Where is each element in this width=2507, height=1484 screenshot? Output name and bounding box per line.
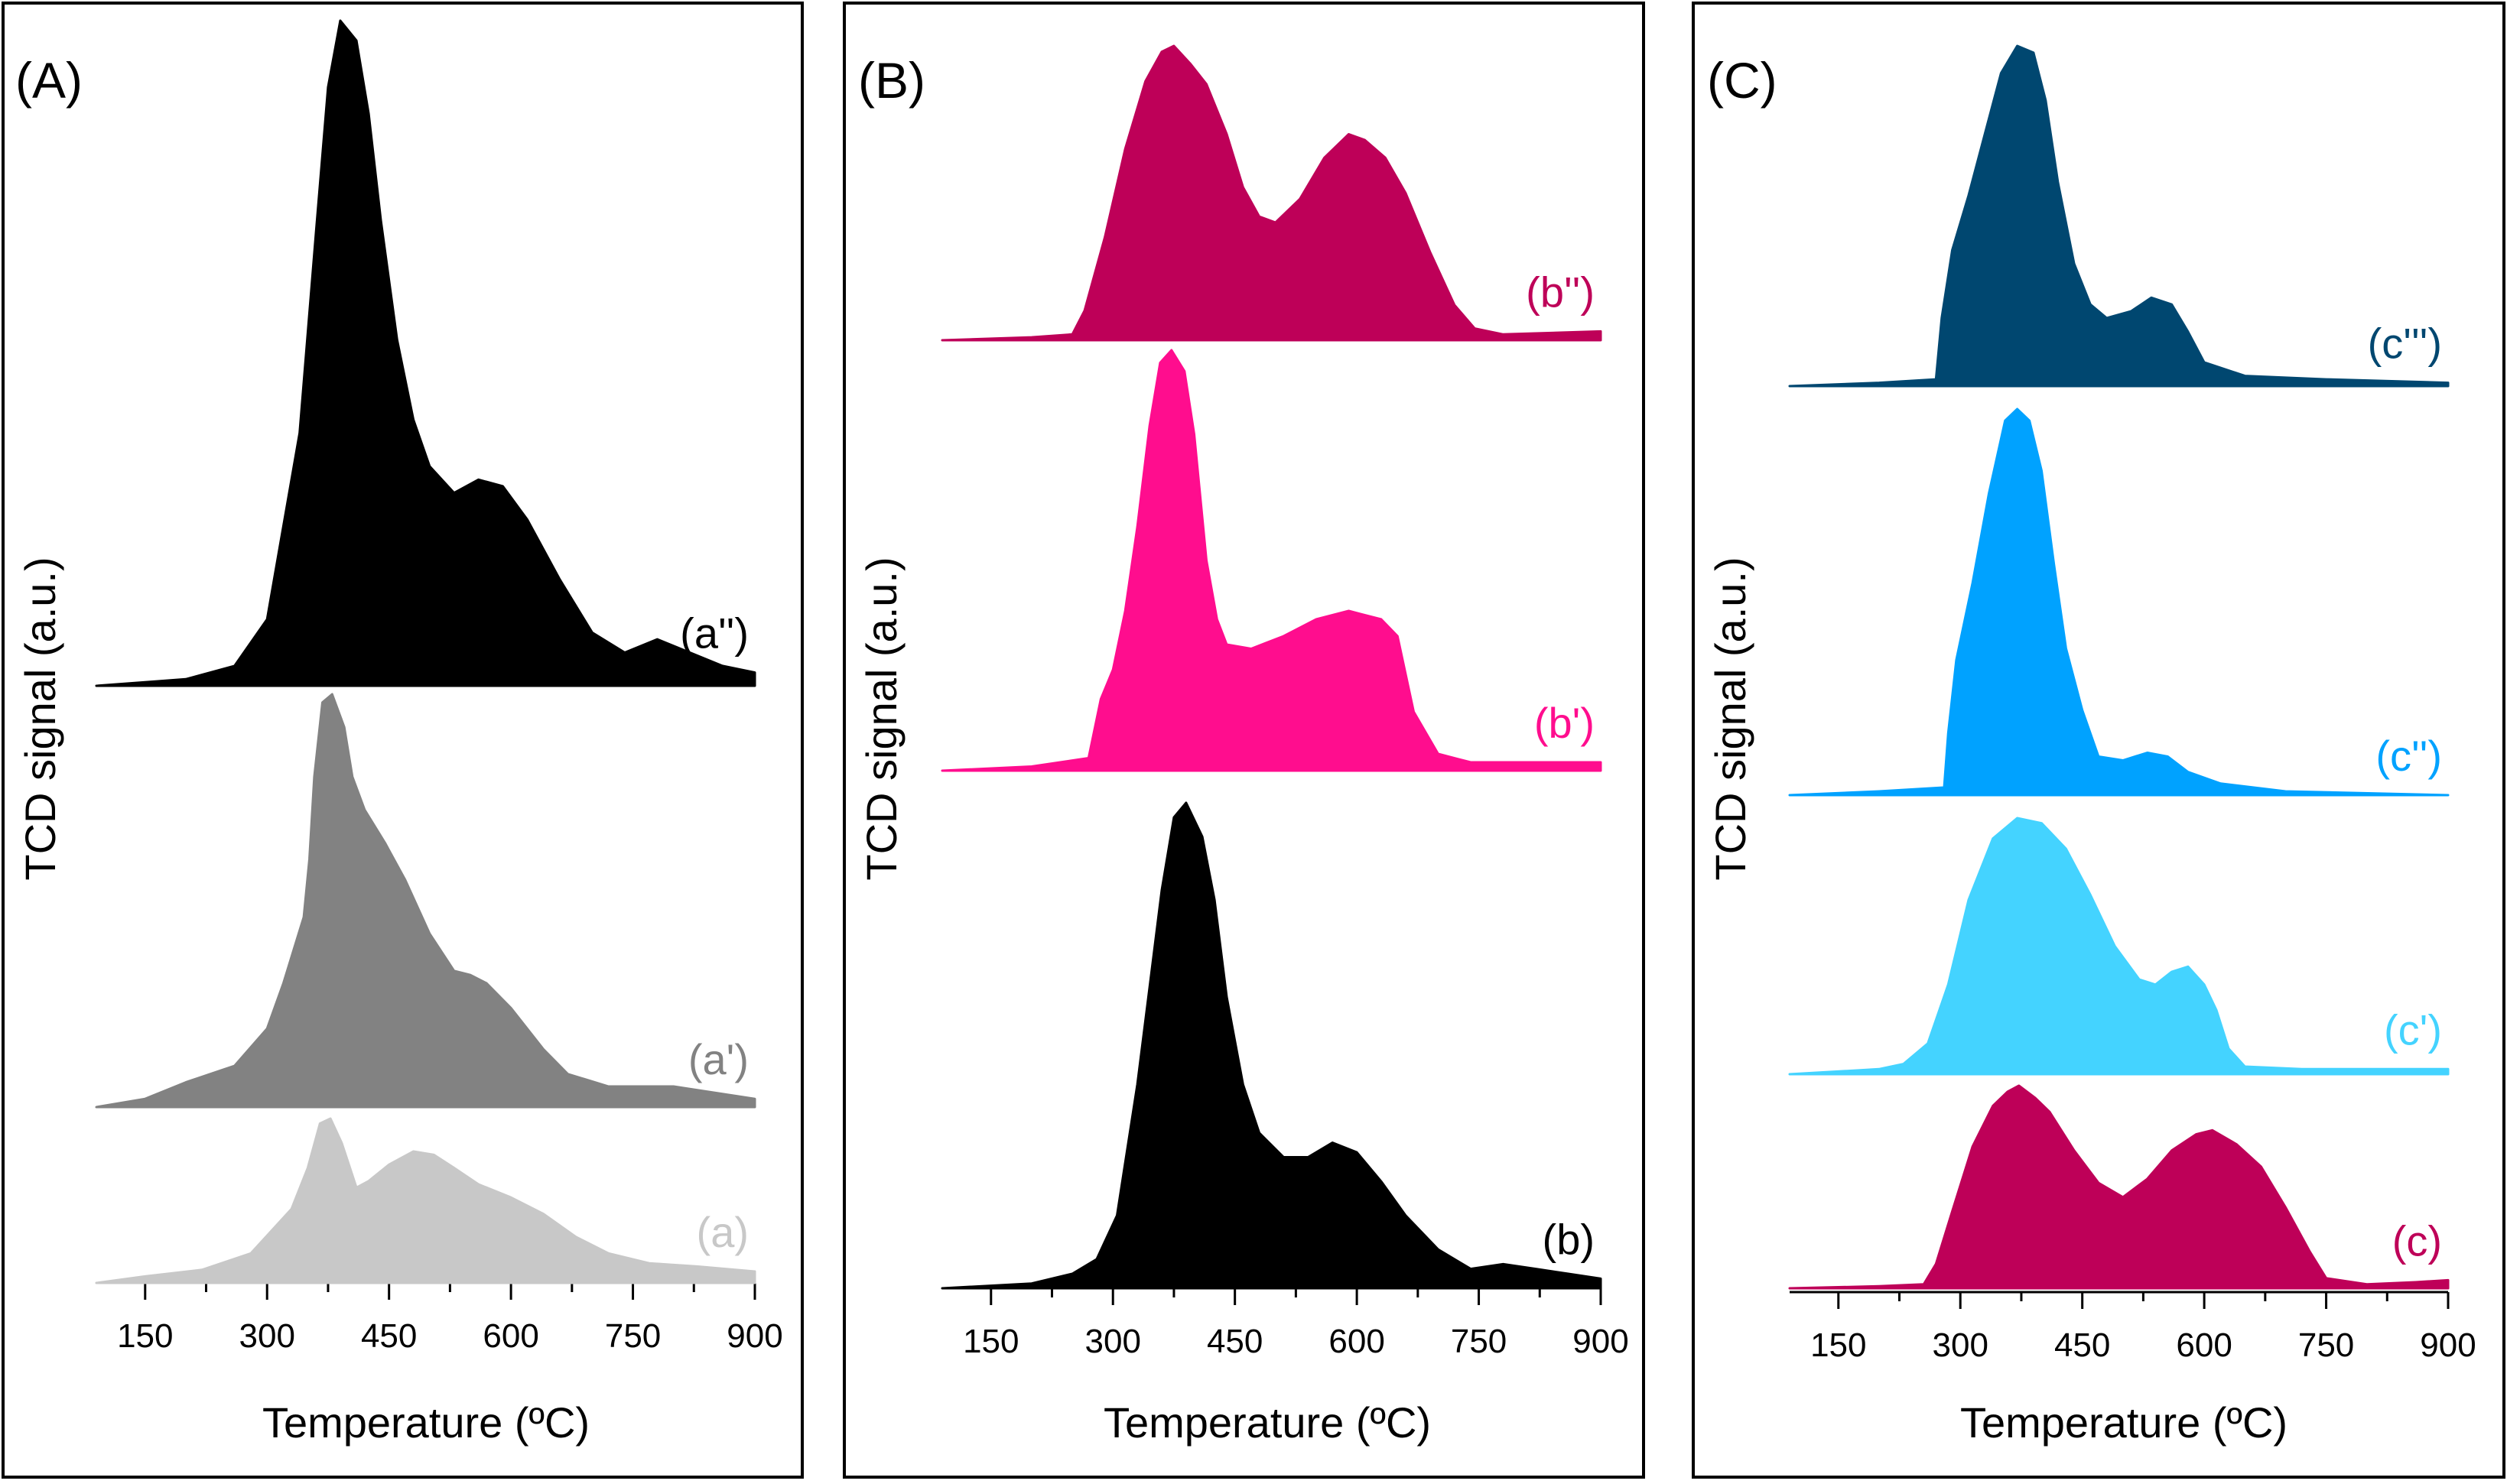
series-area-c-2	[1788, 817, 2450, 1076]
x-tick-label-300: 300	[1085, 1323, 1141, 1360]
x-tick-label-600: 600	[483, 1317, 538, 1355]
x-tick-label-750: 750	[605, 1317, 661, 1355]
panel-c-series: (c''') (c'') (c') (c)	[1788, 44, 2450, 1290]
panel-a-ticks: 150 300 450 600 750 900	[117, 1283, 783, 1355]
series-area-a-1	[95, 693, 756, 1109]
panel-b-x-axis-title: Temperature (ºC)	[1104, 1398, 1431, 1447]
x-tick-label-750: 750	[2298, 1327, 2354, 1364]
series-label-c-3: (c)	[2392, 1216, 2442, 1265]
series-area-b-1	[941, 349, 1602, 772]
x-tick-label-150: 150	[1810, 1327, 1866, 1364]
panel-c-letter: (C)	[1707, 52, 1777, 109]
x-tick-label-300: 300	[1933, 1327, 1988, 1364]
panel-b: (B) TCD signal (a.u.) Temperature (ºC) 1…	[843, 2, 1645, 1479]
panel-c-y-axis-title: TCD signal (a.u.)	[1706, 557, 1754, 880]
series-label-b-2: (b)	[1543, 1215, 1595, 1263]
series-label-a-1: (a')	[688, 1035, 749, 1083]
panel-c-x-axis-title: Temperature (ºC)	[1960, 1398, 2288, 1447]
x-tick-label-300: 300	[239, 1317, 295, 1355]
x-tick-label-750: 750	[1451, 1323, 1507, 1360]
x-tick-label-450: 450	[1207, 1323, 1263, 1360]
panel-c: (C) TCD signal (a.u.) Temperature (ºC) 1…	[1692, 2, 2505, 1479]
x-tick-label-900: 900	[727, 1317, 782, 1355]
panel-a-frame	[2, 2, 804, 1479]
x-tick-label-900: 900	[1572, 1323, 1628, 1360]
series-area-c-1	[1788, 408, 2450, 797]
x-tick-label-450: 450	[361, 1317, 417, 1355]
x-tick-label-600: 600	[2176, 1327, 2232, 1364]
x-tick-label-150: 150	[117, 1317, 173, 1355]
panel-a-letter: (A)	[15, 52, 83, 109]
series-label-a-2: (a)	[697, 1208, 749, 1256]
panel-b-series: (b'') (b') (b)	[941, 44, 1602, 1290]
series-label-c-1: (c'')	[2375, 732, 2442, 780]
x-tick-label-600: 600	[1328, 1323, 1384, 1360]
series-area-a-0	[95, 19, 756, 687]
series-label-c-0: (c''')	[2368, 320, 2442, 368]
panel-b-y-axis-title: TCD signal (a.u.)	[857, 557, 906, 880]
panel-c-ticks: 150 300 450 600 750 900	[1810, 1292, 2476, 1364]
panel-a-series: (a'') (a') (a)	[95, 19, 756, 1284]
series-label-b-1: (b')	[1534, 699, 1595, 747]
panel-c-frame	[1692, 2, 2505, 1479]
panel-b-frame	[843, 2, 1645, 1479]
series-area-b-0	[941, 44, 1602, 342]
x-tick-label-900: 900	[2420, 1327, 2476, 1364]
series-label-c-2: (c')	[2384, 1005, 2442, 1054]
panel-a: (A) TCD signal (a.u.) Temperature (ºC) 1…	[2, 2, 804, 1479]
x-tick-label-450: 450	[2054, 1327, 2110, 1364]
series-area-c-0	[1788, 44, 2450, 388]
series-label-a-0: (a'')	[680, 609, 749, 658]
x-tick-label-150: 150	[963, 1323, 1019, 1360]
panel-a-x-axis-title: Temperature (ºC)	[262, 1398, 590, 1447]
panel-b-letter: (B)	[858, 52, 925, 109]
series-area-c-3	[1788, 1084, 2450, 1290]
series-label-b-0: (b'')	[1526, 268, 1595, 316]
series-area-a-2	[95, 1117, 756, 1284]
panel-b-ticks: 150 300 450 600 750 900	[963, 1288, 1629, 1360]
series-area-b-2	[941, 801, 1602, 1290]
panel-a-y-axis-title: TCD signal (a.u.)	[16, 557, 64, 880]
